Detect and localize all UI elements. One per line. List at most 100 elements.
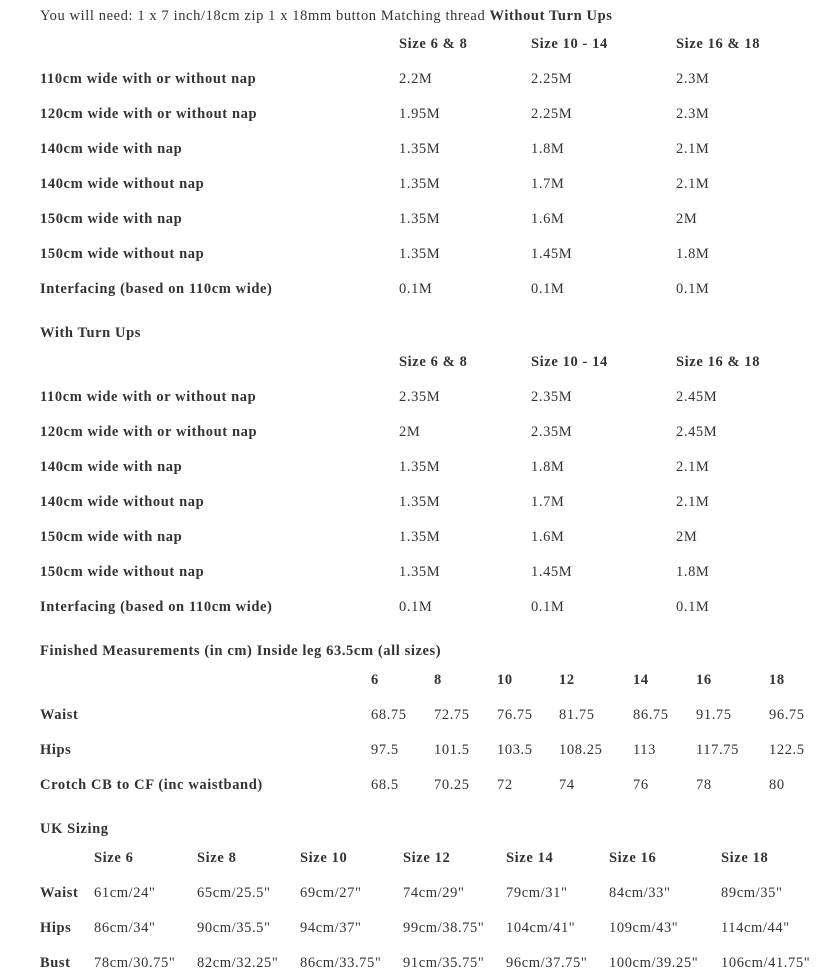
table-cell: 0.1M xyxy=(676,599,710,615)
column-header: 18 xyxy=(769,672,785,688)
table-cell: 72.75 xyxy=(434,707,470,723)
intro-text: You will need: 1 x 7 inch/18cm zip 1 x 1… xyxy=(40,7,613,25)
table-cell: 0.1M xyxy=(399,599,433,615)
column-header: Size 6 & 8 xyxy=(399,36,468,52)
row-label: 140cm wide without nap xyxy=(40,176,205,192)
table-cell: 84cm/33" xyxy=(609,885,671,901)
row-label: 140cm wide without nap xyxy=(40,494,205,510)
table-cell: 1.35M xyxy=(399,211,441,227)
table-cell: 89cm/35" xyxy=(721,885,783,901)
table-cell: 78cm/30.75" xyxy=(94,955,176,971)
row-label: 140cm wide with nap xyxy=(40,459,183,475)
row-label: Interfacing (based on 110cm wide) xyxy=(40,281,273,297)
column-header: Size 10 - 14 xyxy=(531,354,608,370)
row-label: Waist xyxy=(40,885,79,901)
row-label: Waist xyxy=(40,707,79,723)
section-title: With Turn Ups xyxy=(40,325,142,341)
table-cell: 2M xyxy=(399,424,421,440)
table-cell: 2.3M xyxy=(676,71,710,87)
table-cell: 86cm/34" xyxy=(94,920,156,936)
table-cell: 91.75 xyxy=(696,707,732,723)
column-header: 16 xyxy=(696,672,712,688)
table-cell: 70.25 xyxy=(434,777,470,793)
table-cell: 101.5 xyxy=(434,742,470,758)
table-cell: 2M xyxy=(676,529,698,545)
row-label: 120cm wide with or without nap xyxy=(40,106,258,122)
row-label: 150cm wide without nap xyxy=(40,564,205,580)
table-cell: 74 xyxy=(559,777,575,793)
column-header: Size 16 xyxy=(609,850,657,866)
column-header: Size 12 xyxy=(403,850,451,866)
column-header: Size 16 & 18 xyxy=(676,354,761,370)
table-cell: 0.1M xyxy=(399,281,433,297)
table-cell: 2.35M xyxy=(399,389,441,405)
table-cell: 80 xyxy=(769,777,785,793)
table-cell: 114cm/44" xyxy=(721,920,790,936)
table-cell: 2.1M xyxy=(676,141,710,157)
table-cell: 0.1M xyxy=(531,281,565,297)
table-cell: 1.35M xyxy=(399,494,441,510)
table-cell: 79cm/31" xyxy=(506,885,568,901)
row-label: 140cm wide with nap xyxy=(40,141,183,157)
table-cell: 1.8M xyxy=(531,459,565,475)
table-cell: 86cm/33.75" xyxy=(300,955,382,971)
row-label: 120cm wide with or without nap xyxy=(40,424,258,440)
table-cell: 1.35M xyxy=(399,176,441,192)
column-header: Size 10 - 14 xyxy=(531,36,608,52)
section-title: UK Sizing xyxy=(40,821,109,837)
table-cell: 96cm/37.75" xyxy=(506,955,588,971)
row-label: Bust xyxy=(40,955,71,971)
table-cell: 74cm/29" xyxy=(403,885,465,901)
table-cell: 61cm/24" xyxy=(94,885,156,901)
table-cell: 69cm/27" xyxy=(300,885,362,901)
table-cell: 78 xyxy=(696,777,712,793)
table-cell: 81.75 xyxy=(559,707,595,723)
table-cell: 2.3M xyxy=(676,106,710,122)
column-header: Size 16 & 18 xyxy=(676,36,761,52)
row-label: 150cm wide without nap xyxy=(40,246,205,262)
table-cell: 104cm/41" xyxy=(506,920,576,936)
row-label: 150cm wide with nap xyxy=(40,211,183,227)
table-cell: 1.35M xyxy=(399,141,441,157)
table-cell: 2.2M xyxy=(399,71,433,87)
table-cell: 76.75 xyxy=(497,707,533,723)
table-cell: 113 xyxy=(633,742,657,758)
table-cell: 117.75 xyxy=(696,742,739,758)
table-cell: 2.45M xyxy=(676,389,718,405)
table-cell: 2.35M xyxy=(531,424,573,440)
table-cell: 1.8M xyxy=(676,246,710,262)
table-cell: 2.45M xyxy=(676,424,718,440)
column-header: Size 14 xyxy=(506,850,554,866)
table-cell: 97.5 xyxy=(371,742,399,758)
table-cell: 96.75 xyxy=(769,707,805,723)
table-cell: 1.6M xyxy=(531,211,565,227)
table-cell: 99cm/38.75" xyxy=(403,920,485,936)
row-label: Hips xyxy=(40,742,72,758)
table-cell: 1.45M xyxy=(531,246,573,262)
table-cell: 2.1M xyxy=(676,176,710,192)
table-cell: 0.1M xyxy=(676,281,710,297)
column-header: Size 10 xyxy=(300,850,348,866)
table-cell: 1.35M xyxy=(399,459,441,475)
table-cell: 1.35M xyxy=(399,246,441,262)
column-header: Size 6 & 8 xyxy=(399,354,468,370)
table-cell: 106cm/41.75" xyxy=(721,955,811,971)
table-cell: 91cm/35.75" xyxy=(403,955,485,971)
row-label: 150cm wide with nap xyxy=(40,529,183,545)
column-header: 14 xyxy=(633,672,649,688)
table-cell: 72 xyxy=(497,777,513,793)
table-cell: 68.75 xyxy=(371,707,407,723)
table-cell: 1.8M xyxy=(531,141,565,157)
table-cell: 1.8M xyxy=(676,564,710,580)
table-cell: 2.1M xyxy=(676,494,710,510)
table-cell: 1.35M xyxy=(399,564,441,580)
section-title: Finished Measurements (in cm) Inside leg… xyxy=(40,643,442,659)
column-header: 12 xyxy=(559,672,575,688)
column-header: Size 8 xyxy=(197,850,237,866)
row-label: Crotch CB to CF (inc waistband) xyxy=(40,777,263,793)
row-label: Hips xyxy=(40,920,72,936)
table-cell: 109cm/43" xyxy=(609,920,679,936)
table-cell: 65cm/25.5" xyxy=(197,885,271,901)
row-label: Interfacing (based on 110cm wide) xyxy=(40,599,273,615)
table-cell: 86.75 xyxy=(633,707,669,723)
